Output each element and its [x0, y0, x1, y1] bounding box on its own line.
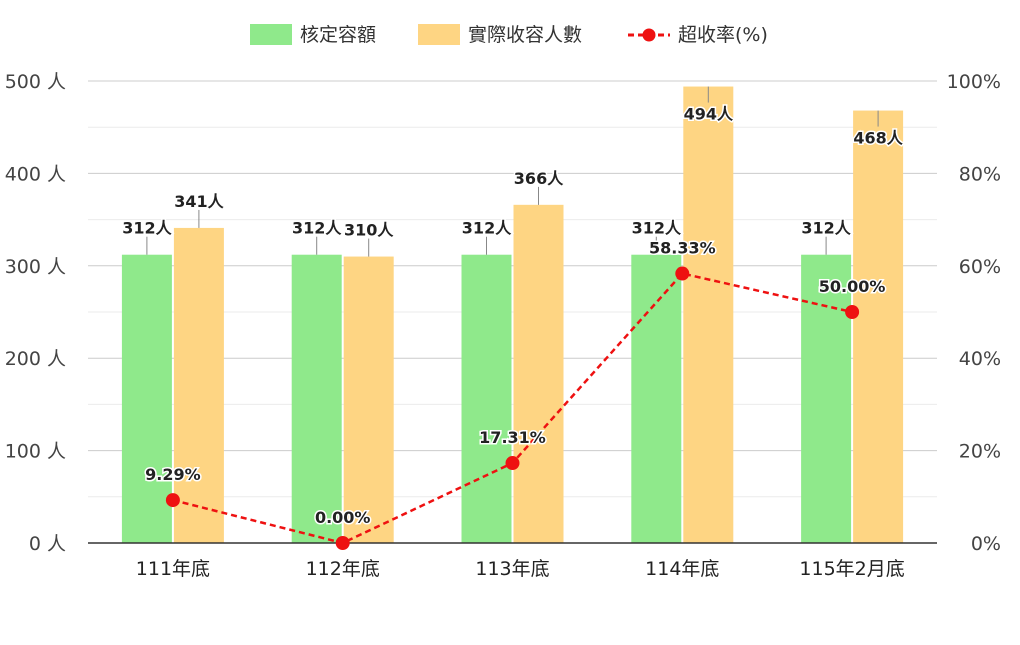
y-left-tick-label: 100 人 — [5, 441, 66, 463]
y-left-tick-label: 0 人 — [29, 533, 66, 555]
bar-actual[interactable] — [513, 204, 564, 544]
legend-swatch-actual — [418, 24, 460, 45]
legend-label-actual: 實際收容人數 — [468, 24, 582, 46]
bar-value-label: 312人 — [632, 219, 682, 238]
bar-quota[interactable] — [801, 254, 852, 543]
bar-value-label: 494人 — [684, 105, 734, 124]
legend-label-quota: 核定容額 — [300, 24, 376, 46]
bar-value-label: 468人 — [853, 129, 903, 148]
bar-value-label: 312人 — [292, 219, 342, 238]
rate-point[interactable] — [845, 305, 860, 319]
y-left-tick-label: 500 人 — [5, 71, 66, 93]
y-right-tick-label: 40% — [959, 348, 1001, 370]
bar-quota[interactable] — [121, 254, 172, 543]
rate-value-label: 17.31% — [479, 428, 546, 447]
rate-point[interactable] — [505, 456, 520, 471]
bar-actual[interactable] — [853, 110, 904, 544]
bar-quota[interactable] — [291, 254, 342, 543]
bar-value-label: 341人 — [174, 192, 224, 211]
y-right-tick-label: 100% — [947, 71, 1001, 93]
rate-point[interactable] — [675, 266, 690, 281]
bar-actual[interactable] — [343, 256, 394, 543]
rate-line — [165, 266, 860, 550]
bar-value-label: 312人 — [122, 219, 172, 238]
bar-value-label: 312人 — [801, 219, 851, 238]
rate-value-label: 9.29% — [145, 465, 201, 484]
y-right-tick-label: 20% — [959, 441, 1001, 463]
legend-label-rate: 超收率(%) — [678, 24, 768, 46]
legend: 核定容額 實際收容人數 超收率(%) — [250, 24, 768, 46]
bar-quota[interactable] — [461, 254, 512, 543]
bars — [121, 86, 904, 544]
bar-actual[interactable] — [683, 86, 734, 543]
x-category-label: 113年底 — [475, 558, 549, 580]
bar-value-label: 312人 — [462, 219, 512, 238]
legend-item-actual[interactable]: 實際收容人數 — [418, 24, 582, 46]
x-category-label: 112年底 — [306, 558, 380, 580]
bar-quota[interactable] — [631, 254, 682, 543]
x-category-label: 111年底 — [136, 558, 210, 580]
x-category-label: 115年2月底 — [799, 558, 904, 580]
rate-value-label: 0.00% — [315, 508, 371, 527]
y-left-tick-label: 200 人 — [5, 348, 66, 370]
x-category-label: 114年底 — [645, 558, 719, 580]
rate-point[interactable] — [335, 536, 350, 550]
y-right-tick-label: 0% — [971, 533, 1001, 555]
rate-line-path — [172, 272, 853, 545]
grid — [88, 80, 937, 498]
bar-value-label: 366人 — [514, 169, 564, 188]
rate-point[interactable] — [165, 493, 180, 508]
legend-swatch-quota — [250, 24, 292, 45]
y-left-tick-label: 400 人 — [5, 163, 66, 185]
legend-swatch-rate-dot — [642, 28, 656, 42]
y-right-tick-label: 60% — [959, 256, 1001, 278]
y-right-tick-label: 80% — [959, 163, 1001, 185]
bar-value-label: 310人 — [344, 221, 394, 240]
legend-item-quota[interactable]: 核定容額 — [250, 24, 376, 46]
bar-actual[interactable] — [173, 227, 224, 543]
y-left-tick-label: 300 人 — [5, 256, 66, 278]
axes: 0 人 100 人 200 人 300 人 400 人 500 人 0% 20% 40% 60% 8… — [5, 71, 1001, 580]
legend-item-rate[interactable]: 超收率(%) — [628, 24, 768, 46]
rate-value-label: 58.33% — [649, 239, 716, 258]
rate-value-label: 50.00% — [819, 277, 886, 296]
